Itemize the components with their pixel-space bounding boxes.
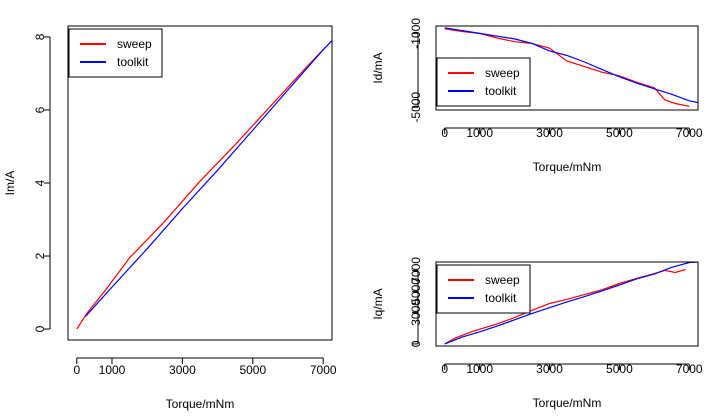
x-axis-title: Torque/mNm bbox=[533, 396, 602, 410]
series-line-toolkit bbox=[85, 40, 332, 317]
legend-label-sweep: sweep bbox=[117, 37, 152, 51]
y-axis-title: Im/A bbox=[3, 171, 17, 196]
x-tick-label: 0 bbox=[441, 126, 448, 140]
y-axis-title: Id/mA bbox=[371, 52, 385, 83]
x-tick-label: 5000 bbox=[606, 126, 633, 140]
legend: sweep toolkit bbox=[436, 57, 531, 107]
x-axis-title: Torque/mNm bbox=[533, 160, 602, 174]
y-tick-label: 2 bbox=[33, 252, 47, 259]
x-tick-label: 1000 bbox=[466, 126, 493, 140]
legend-label-toolkit: toolkit bbox=[485, 291, 517, 305]
plot-frame bbox=[435, 261, 699, 347]
legend-label-sweep: sweep bbox=[485, 66, 520, 80]
legend-box bbox=[436, 264, 531, 314]
plot-frame bbox=[67, 25, 333, 341]
x-tick-label: 7000 bbox=[676, 362, 703, 376]
legend-label-toolkit: toolkit bbox=[485, 84, 517, 98]
y-tick-label: 5000 bbox=[409, 278, 423, 305]
x-tick-label: 5000 bbox=[239, 363, 266, 377]
series-line-toolkit bbox=[444, 262, 698, 345]
y-axis-title: Iq/mA bbox=[371, 288, 385, 319]
y-tick-label: 0 bbox=[409, 340, 423, 347]
x-tick-label: 5000 bbox=[606, 362, 633, 376]
x-tick-label: 0 bbox=[441, 362, 448, 376]
legend-box bbox=[68, 28, 163, 78]
x-axis-title: Torque/mNm bbox=[166, 397, 235, 411]
legend: sweep toolkit bbox=[68, 28, 163, 78]
legend-box bbox=[436, 57, 531, 107]
series-line-sweep bbox=[76, 49, 324, 330]
y-tick-label: 4 bbox=[33, 179, 47, 186]
y-tick-label: -1000 bbox=[409, 18, 423, 49]
x-tick-label: 3000 bbox=[169, 363, 196, 377]
y-tick-label: 6 bbox=[33, 106, 47, 113]
y-tick-label: 8 bbox=[33, 33, 47, 40]
legend-label-sweep: sweep bbox=[485, 273, 520, 287]
panel-id: 0 1000 3000 5000 7000 -1000 -5000 Torque/mNm Id/… bbox=[371, 18, 703, 174]
legend-label-toolkit: toolkit bbox=[117, 55, 149, 69]
y-tick-label: 3000 bbox=[409, 299, 423, 326]
panel-iq: 0 1000 3000 5000 70000300050007000Torque/mNm… bbox=[371, 257, 703, 410]
x-tick-label: 3000 bbox=[536, 362, 563, 376]
panel-im: 0 1000 3000 5000 7000 0 2 4 6 8 Torque/mNm Im/A swee… bbox=[3, 25, 337, 411]
x-tick-label: 7000 bbox=[676, 126, 703, 140]
x-tick-label: 7000 bbox=[310, 363, 337, 377]
x-tick-label: 1000 bbox=[99, 363, 126, 377]
x-tick-label: 0 bbox=[73, 363, 80, 377]
y-tick-label: 7000 bbox=[409, 257, 423, 284]
plot-frame bbox=[435, 25, 699, 111]
x-tick-label: 3000 bbox=[536, 126, 563, 140]
legend: sweep toolkit bbox=[436, 264, 531, 314]
y-tick-label: -5000 bbox=[409, 92, 423, 123]
series-line-sweep bbox=[444, 28, 690, 107]
y-tick-label: 0 bbox=[33, 325, 47, 332]
x-tick-label: 1000 bbox=[466, 362, 493, 376]
series-line-toolkit bbox=[444, 27, 698, 104]
